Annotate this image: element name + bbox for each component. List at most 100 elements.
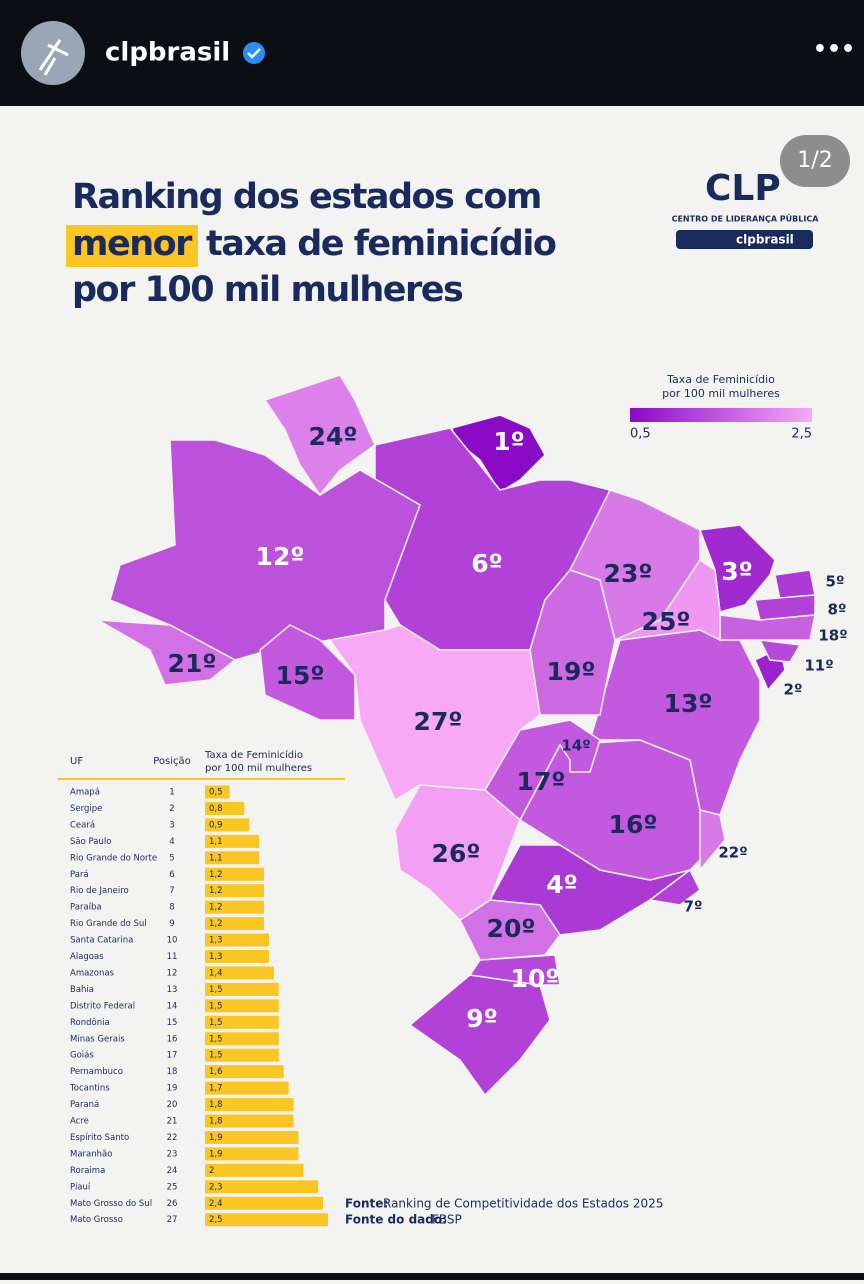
- row-uf: Acre: [70, 1117, 89, 1127]
- row-uf: Alagoas: [70, 952, 104, 962]
- rate-bar: [205, 867, 265, 881]
- row-position: 10: [167, 936, 178, 946]
- row-position: 5: [169, 853, 174, 863]
- row-uf: Mato Grosso do Sul: [70, 1199, 152, 1209]
- row-uf: Amapá: [70, 788, 100, 798]
- row-position: 9: [169, 919, 174, 929]
- row-position: 24: [167, 1166, 178, 1176]
- table-header: Posição: [153, 756, 191, 767]
- source-label: Fonte do dado:: [345, 1213, 447, 1227]
- rate-label: 1,1: [209, 853, 223, 863]
- rate-bar: [205, 785, 230, 799]
- rate-label: 0,8: [209, 804, 223, 814]
- state-rank-label: 18º: [818, 627, 847, 645]
- state-region: [614, 558, 721, 642]
- rate-bar: [205, 801, 245, 815]
- rate-bar: [205, 1163, 304, 1177]
- row-uf: Mato Grosso: [70, 1215, 123, 1225]
- row-position: 14: [167, 1001, 178, 1011]
- row-uf: Rondônia: [70, 1017, 110, 1028]
- verified-badge: [243, 42, 265, 64]
- rate-label: 2: [209, 1166, 214, 1176]
- rate-bar: [205, 1180, 319, 1194]
- rate-bar: [205, 1081, 289, 1095]
- rate-label: 1,8: [209, 1117, 223, 1127]
- state-rank-label: 9º: [466, 1004, 498, 1033]
- rate-bar: [205, 884, 265, 898]
- more-menu[interactable]: •••: [813, 37, 855, 62]
- rate-bar: [205, 1196, 324, 1210]
- rate-label: 1,3: [209, 936, 223, 946]
- state-rank-label: 14º: [561, 737, 590, 755]
- row-position: 18: [167, 1067, 178, 1077]
- title-highlight: menor: [72, 224, 193, 264]
- rate-label: 1,7: [209, 1084, 223, 1094]
- avatar-logo: [38, 39, 69, 76]
- title-line: por 100 mil mulheres: [72, 270, 463, 310]
- row-uf: Goiás: [70, 1051, 94, 1061]
- rate-bar: [205, 1048, 279, 1062]
- legend-min: 0,5: [630, 427, 651, 442]
- rate-bar: [205, 1065, 284, 1079]
- rate-label: 0,9: [209, 820, 223, 830]
- state-region: [259, 624, 356, 721]
- source-text: FBSP: [432, 1213, 462, 1227]
- row-position: 26: [167, 1199, 178, 1209]
- rate-label: 1,5: [209, 985, 223, 995]
- account-name[interactable]: clpbrasil: [105, 38, 230, 68]
- highlight-box: [66, 225, 198, 267]
- rate-label: 1,8: [209, 1100, 223, 1110]
- rate-label: 1,5: [209, 1018, 223, 1028]
- legend-title: Taxa de Feminicídio: [666, 373, 775, 386]
- row-position: 11: [167, 952, 178, 962]
- state-rank-label: 6º: [471, 549, 503, 578]
- row-position: 8: [169, 903, 174, 913]
- state-region: [408, 974, 551, 1097]
- state-rank-label: 25º: [642, 607, 691, 636]
- rate-label: 1,5: [209, 1034, 223, 1044]
- logo-handle: clpbrasil: [736, 233, 794, 247]
- row-position: 4: [169, 837, 174, 847]
- title-line: taxa de feminicídio: [206, 224, 556, 264]
- state-rank-label: 8º: [828, 601, 847, 619]
- rate-bar: [205, 1130, 299, 1144]
- row-position: 7: [169, 886, 174, 896]
- rate-label: 2,3: [209, 1182, 223, 1192]
- state-rank-label: 21º: [168, 649, 217, 678]
- state-rank-label: 1º: [493, 427, 525, 456]
- row-uf: Espírito Santo: [70, 1133, 129, 1143]
- row-uf: Bahia: [70, 985, 94, 995]
- rate-label: 1,5: [209, 1051, 223, 1061]
- row-uf: Rio Grande do Sul: [70, 919, 147, 929]
- row-position: 19: [167, 1084, 178, 1094]
- state-region: [263, 374, 376, 497]
- row-position: 25: [167, 1182, 178, 1192]
- table: Amapá 1 0,5 Sergipe 2 0,8 Ceará 3 0,9 São Paulo 4 1…: [69, 785, 328, 1227]
- row-uf: Santa Catarina: [70, 936, 133, 946]
- row-uf: Rio de Janeiro: [70, 886, 129, 896]
- state-region: [468, 954, 561, 986]
- rate-bar: [205, 1015, 279, 1029]
- top-bar: [0, 0, 864, 106]
- row-position: 22: [167, 1133, 178, 1143]
- state-rank-label: 4º: [546, 870, 578, 899]
- row-position: 27: [167, 1215, 178, 1225]
- row-position: 3: [169, 820, 174, 830]
- state-rank-label: 17º: [517, 767, 566, 796]
- table-header: por 100 mil mulheres: [205, 763, 312, 774]
- state-region: [328, 624, 541, 802]
- rate-bar: [205, 851, 260, 865]
- logo-mark: CLP: [705, 168, 781, 209]
- state-rank-label: 26º: [432, 839, 481, 868]
- social-pill: [676, 230, 813, 249]
- row-position: 13: [167, 985, 178, 995]
- title-line: Ranking dos estados com: [72, 177, 541, 217]
- row-uf: Amazonas: [70, 968, 115, 978]
- rate-label: 2,4: [209, 1199, 223, 1209]
- rate-bar: [205, 966, 274, 980]
- state-rank-label: 24º: [309, 422, 358, 451]
- state-rank-label: 10º: [511, 964, 560, 993]
- row-uf: Roraima: [70, 1166, 105, 1176]
- row-uf: Pará: [70, 870, 89, 880]
